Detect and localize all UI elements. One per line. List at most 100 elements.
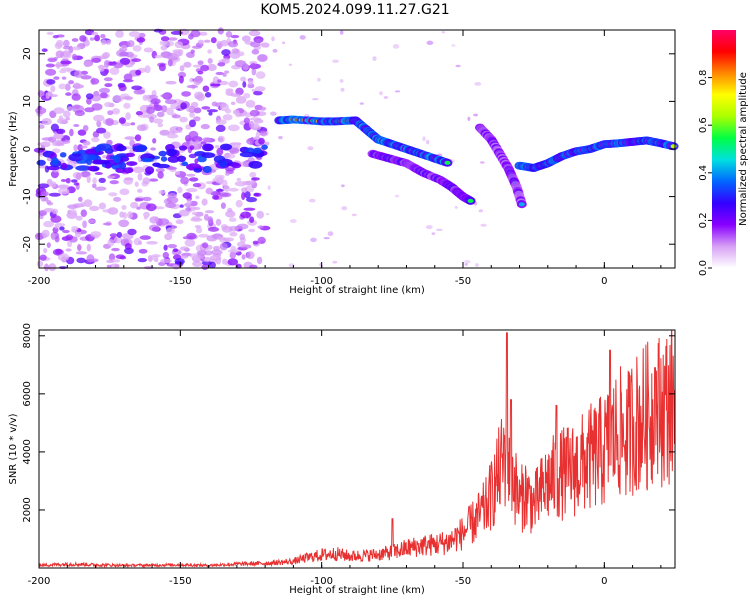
heatmap-noise-blob xyxy=(248,228,256,233)
heatmap-noise-blob xyxy=(217,62,226,67)
heatmap-noise-blob xyxy=(234,181,247,187)
heatmap-noise-blob xyxy=(215,119,227,125)
heatmap-band-blob xyxy=(84,148,97,155)
heatmap-noise-blob xyxy=(57,184,70,189)
figure-title: KOM5.2024.099.11.27.G21 xyxy=(260,2,449,18)
heatmap-noise-blob xyxy=(219,103,229,112)
heatmap-noise-blob xyxy=(113,236,123,244)
heatmap-noise-blob xyxy=(201,264,209,270)
snr-x-tick-label: -50 xyxy=(455,576,471,587)
heatmap-trace-core xyxy=(518,202,525,207)
heatmap-speckle xyxy=(474,263,479,267)
heatmap-noise-blob xyxy=(225,210,236,218)
heatmap-noise-blob xyxy=(249,41,261,48)
heatmap-noise-blob xyxy=(107,175,116,179)
heatmap-noise-blob xyxy=(166,196,179,204)
heatmap-noise-blob xyxy=(105,118,114,126)
heatmap-speckle xyxy=(395,194,400,198)
heatmap-noise-blob xyxy=(127,228,137,236)
heatmap-noise-blob xyxy=(98,177,106,183)
heatmap-noise-blob xyxy=(45,92,50,99)
heatmap-noise-blob xyxy=(253,120,259,129)
heatmap-noise-blob xyxy=(243,93,251,99)
heatmap-noise-blob xyxy=(217,79,222,83)
heatmap-noise-blob xyxy=(138,240,143,245)
heatmap-noise-blob xyxy=(157,218,170,225)
heatmap-noise-blob xyxy=(249,216,255,223)
heatmap-noise-blob xyxy=(36,260,44,268)
heatmap-noise-blob xyxy=(192,64,202,68)
heatmap-noise-blob xyxy=(43,248,48,254)
heatmap-noise-blob xyxy=(113,196,122,202)
heatmap-noise-blob xyxy=(206,63,217,72)
heatmap-noise-blob xyxy=(41,118,52,126)
heatmap-noise-blob xyxy=(173,50,182,57)
heatmap-noise-blob xyxy=(181,91,192,97)
heatmap-noise-blob xyxy=(166,107,174,116)
heatmap-noise-blob xyxy=(184,239,196,247)
heatmap-speckle xyxy=(431,232,436,236)
heatmap-noise-blob xyxy=(231,48,240,54)
heatmap-noise-blob xyxy=(248,120,255,129)
heatmap-band-blob xyxy=(165,148,178,157)
heatmap-noise-blob xyxy=(56,128,66,134)
heatmap-noise-blob xyxy=(74,70,83,78)
heatmap-noise-blob xyxy=(41,137,54,141)
heatmap-speckle xyxy=(441,31,445,34)
heatmap-noise-layer xyxy=(33,27,487,272)
heatmap-noise-blob xyxy=(197,39,205,45)
heatmap-noise-blob xyxy=(51,148,61,154)
spectrogram-x-tick-label: -150 xyxy=(169,276,192,287)
snr-y-tick-label: 2000 xyxy=(22,497,33,522)
heatmap-noise-blob xyxy=(165,202,177,208)
heatmap-speckle xyxy=(265,44,270,48)
heatmap-noise-blob xyxy=(150,98,161,105)
heatmap-noise-blob xyxy=(80,209,88,217)
heatmap-noise-blob xyxy=(146,241,158,245)
heatmap-noise-blob xyxy=(201,106,211,110)
heatmap-noise-blob xyxy=(112,95,124,103)
heatmap-noise-blob xyxy=(249,171,257,178)
heatmap-noise-blob xyxy=(227,258,239,266)
heatmap-noise-blob xyxy=(53,132,64,140)
heatmap-noise-blob xyxy=(116,231,123,238)
heatmap-speckle xyxy=(299,35,306,40)
heatmap-noise-blob xyxy=(251,88,256,93)
heatmap-noise-blob xyxy=(107,239,115,247)
heatmap-noise-blob xyxy=(148,178,159,182)
heatmap-noise-blob xyxy=(203,39,211,43)
heatmap-band-blob xyxy=(201,152,216,159)
heatmap-noise-blob xyxy=(216,40,224,49)
heatmap-noise-blob xyxy=(91,57,101,63)
heatmap-noise-blob xyxy=(254,192,262,197)
heatmap-noise-blob xyxy=(82,125,89,132)
heatmap-noise-blob xyxy=(228,80,239,88)
heatmap-noise-blob xyxy=(245,185,255,193)
heatmap-noise-blob xyxy=(221,57,230,64)
snr-x-tick-label: -100 xyxy=(310,576,333,587)
heatmap-noise-blob xyxy=(253,90,263,96)
heatmap-noise-blob xyxy=(64,83,71,91)
heatmap-noise-blob xyxy=(210,37,217,44)
heatmap-noise-blob xyxy=(241,254,246,260)
heatmap-noise-blob xyxy=(42,196,49,202)
heatmap-noise-blob xyxy=(165,166,178,170)
heatmap-noise-blob xyxy=(252,240,259,245)
heatmap-noise-blob xyxy=(78,196,83,202)
heatmap-noise-blob xyxy=(128,31,141,38)
heatmap-noise-blob xyxy=(193,206,201,211)
heatmap-noise-blob xyxy=(90,78,100,85)
heatmap-noise-blob xyxy=(258,106,267,111)
heatmap-noise-blob xyxy=(170,103,181,110)
heatmap-speckle xyxy=(425,225,433,230)
heatmap-noise-blob xyxy=(60,60,72,65)
heatmap-speckle xyxy=(383,96,389,99)
heatmap-speckle xyxy=(341,184,345,188)
heatmap-noise-blob xyxy=(180,176,190,185)
heatmap-band-blob xyxy=(60,162,68,170)
heatmap-noise-blob xyxy=(151,226,159,232)
heatmap-noise-blob xyxy=(107,110,114,116)
heatmap-noise-blob xyxy=(53,76,60,80)
heatmap-noise-blob xyxy=(206,109,219,113)
heatmap-noise-blob xyxy=(228,187,239,192)
